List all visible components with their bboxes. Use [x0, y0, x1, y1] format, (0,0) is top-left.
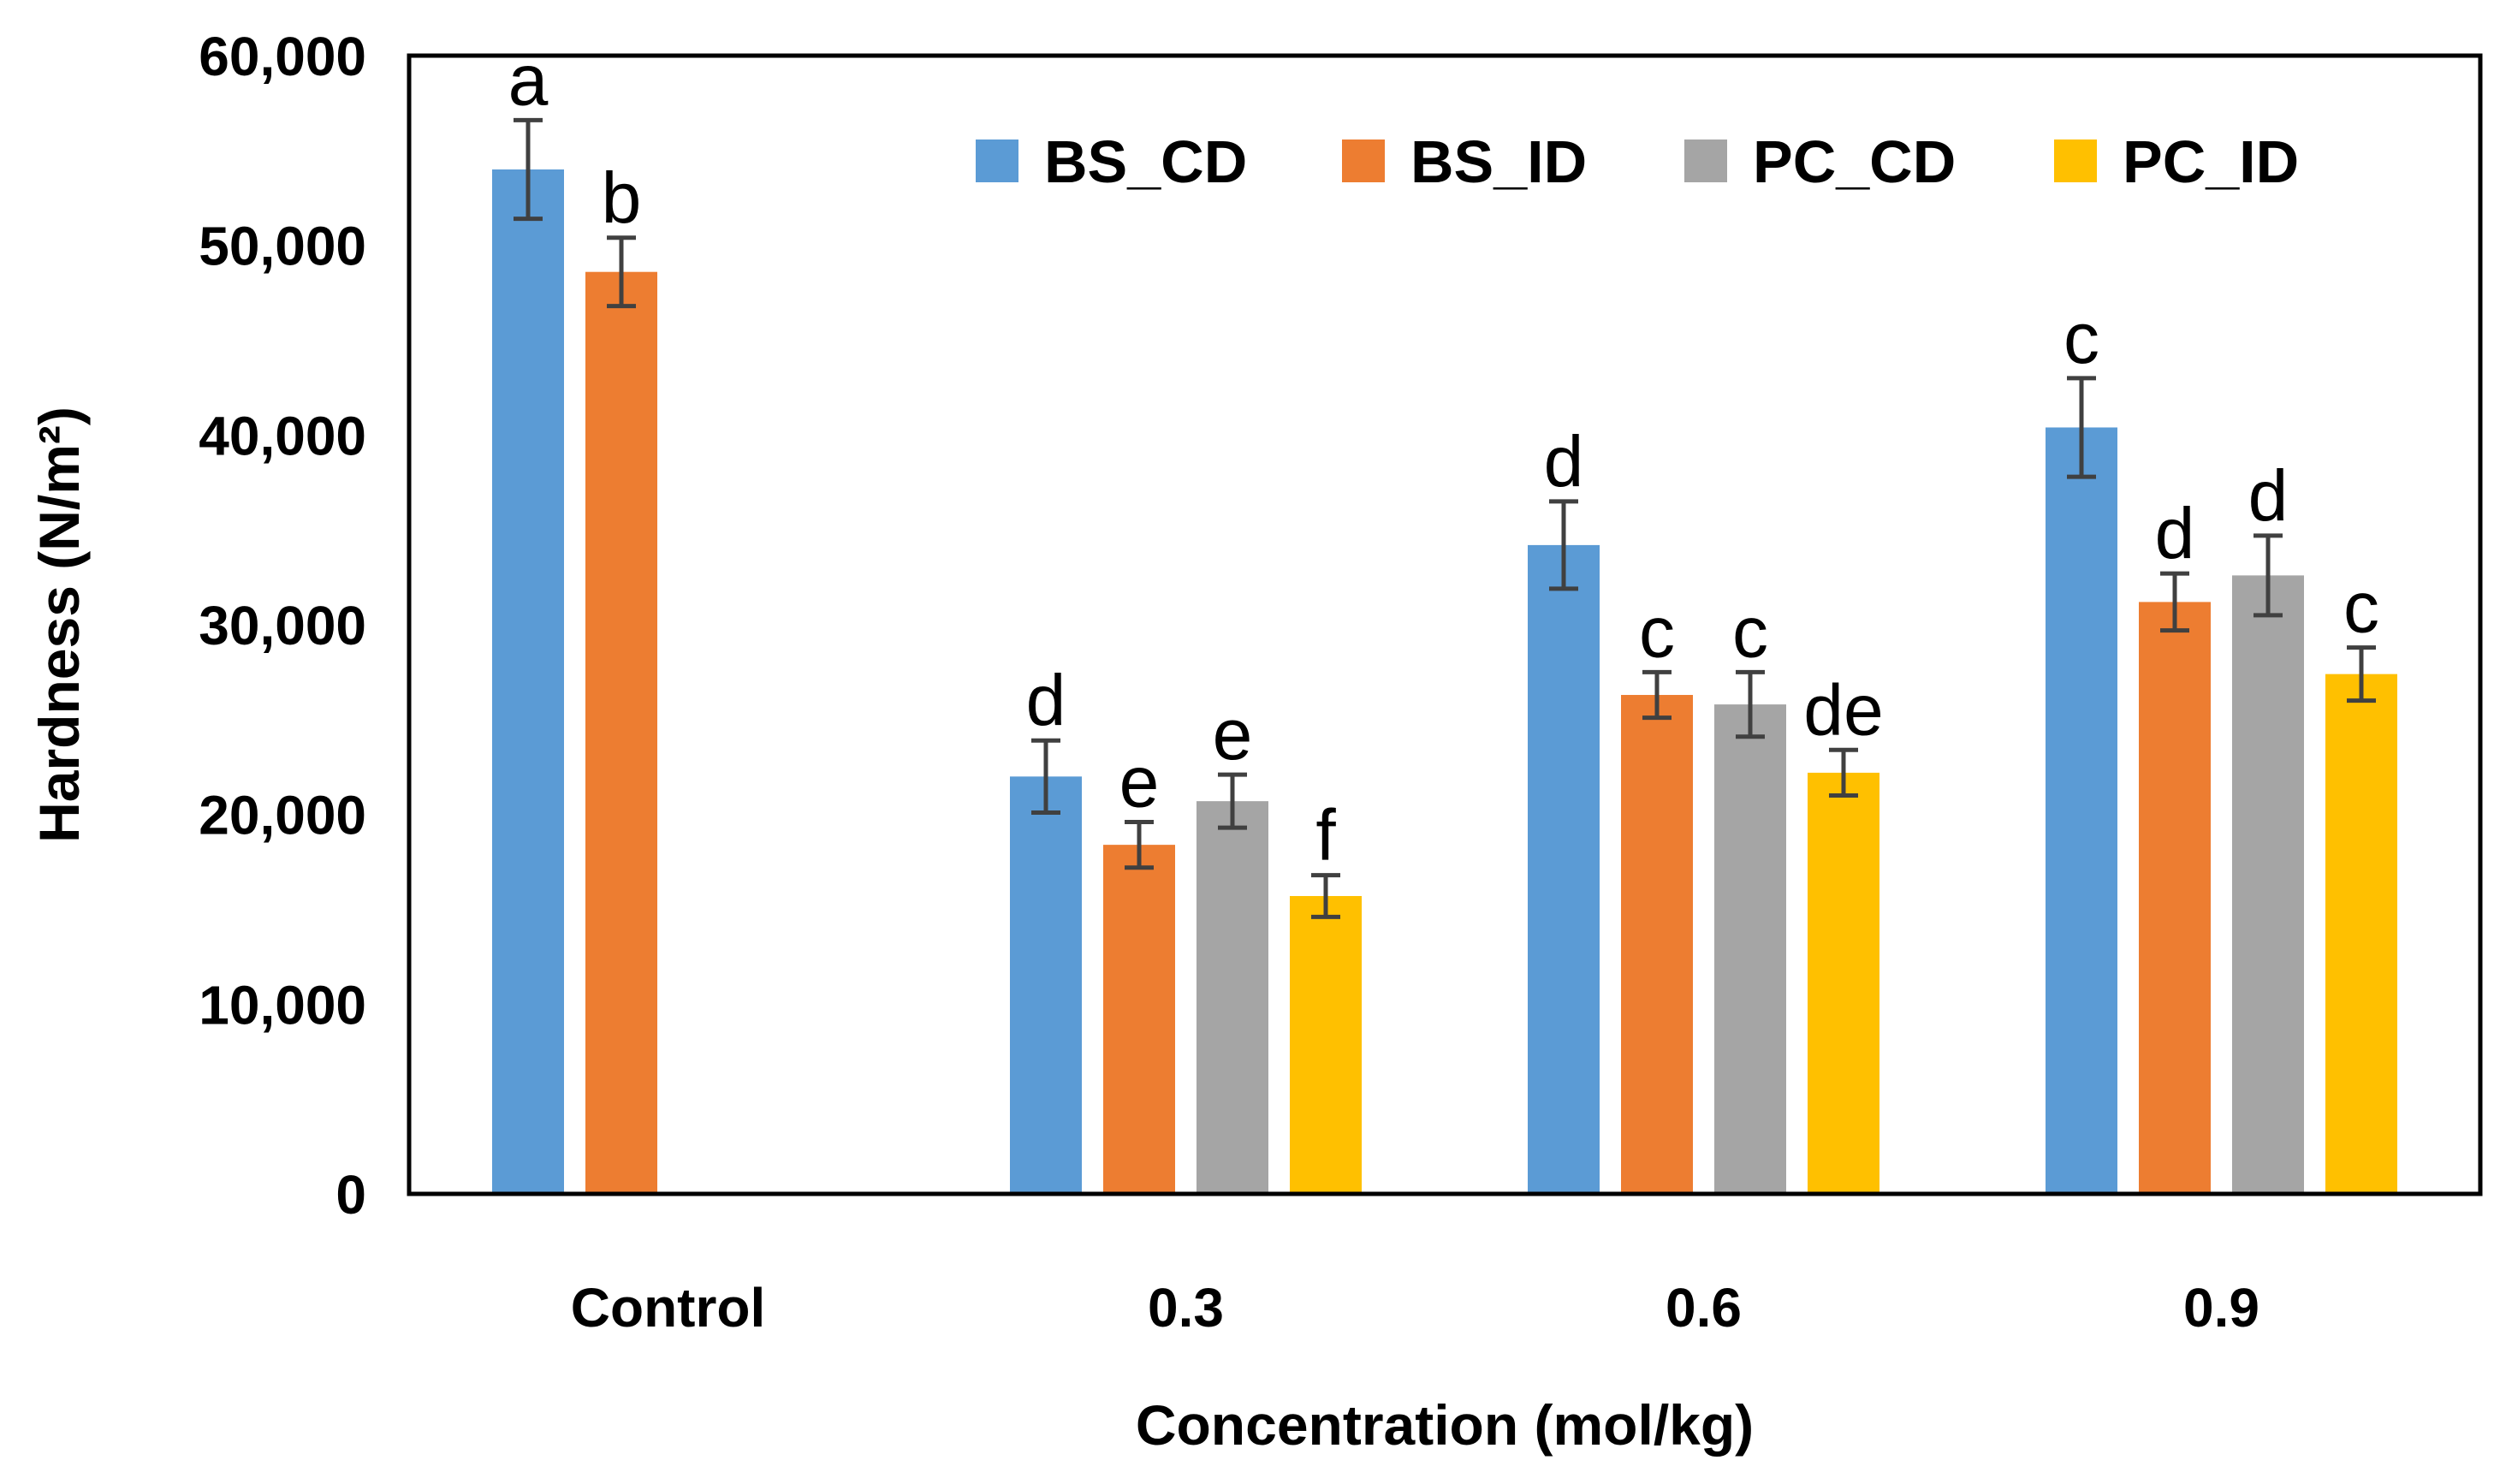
significance-letter: c: [2063, 298, 2099, 378]
significance-letter: d: [1544, 421, 1584, 502]
x-axis-ticks: Control 0.3 0.6 0.9: [571, 1277, 2259, 1339]
y-tick-label: 50,000: [199, 216, 366, 277]
x-tick-label: 0.6: [1666, 1277, 1742, 1339]
significance-letter: f: [1315, 795, 1336, 876]
bars-layer: [492, 169, 2397, 1195]
bar: [492, 169, 564, 1194]
significance-letter: d: [1026, 660, 1066, 740]
bar: [1103, 845, 1175, 1194]
legend-label: PC_CD: [1753, 128, 1956, 195]
bar: [2232, 575, 2304, 1194]
legend-label: BS_CD: [1044, 128, 1247, 195]
bar: [1197, 801, 1268, 1194]
legend-swatch: [2054, 139, 2097, 182]
x-tick-label: 0.3: [1148, 1277, 1224, 1339]
legend-swatch: [1342, 139, 1385, 182]
y-tick-label: 60,000: [199, 26, 366, 87]
significance-letter: e: [1119, 742, 1160, 822]
significance-letter: d: [2248, 455, 2289, 536]
bar: [1621, 695, 1693, 1194]
bar: [2325, 674, 2397, 1194]
bar: [1714, 704, 1786, 1194]
y-axis-ticks: 0 10,000 20,000 30,000 40,000 50,000 60,000: [199, 26, 366, 1226]
bar: [1010, 776, 1082, 1194]
legend-label: BS_ID: [1410, 128, 1587, 195]
significance-letter: a: [508, 39, 549, 120]
significance-letter: b: [602, 157, 642, 238]
legend-swatch: [1684, 139, 1727, 182]
legend-label: PC_ID: [2123, 128, 2299, 195]
significance-letter: c: [1639, 591, 1675, 672]
significance-letter: c: [2343, 567, 2379, 648]
bar: [1290, 895, 1362, 1194]
legend: BS_CD BS_ID PC_CD PC_ID: [976, 128, 2299, 195]
bar: [1528, 544, 1600, 1194]
y-tick-label: 40,000: [199, 405, 366, 466]
y-tick-label: 30,000: [199, 595, 366, 656]
significance-letter: d: [2155, 493, 2195, 573]
plot-area-frame: [407, 53, 2483, 1196]
significance-letter: c: [1732, 591, 1768, 672]
x-tick-label: 0.9: [2183, 1277, 2259, 1339]
legend-swatch: [976, 139, 1018, 182]
bar: [2139, 602, 2211, 1194]
bar: [1808, 772, 1879, 1194]
bar: [585, 271, 657, 1195]
x-axis-title: Concentration (mol/kg): [1136, 1393, 1754, 1457]
significance-letter: de: [1803, 669, 1883, 750]
y-tick-label: 20,000: [199, 785, 366, 846]
significance-letter: e: [1213, 694, 1253, 775]
y-tick-label: 0: [336, 1164, 366, 1226]
y-tick-label: 10,000: [199, 974, 366, 1036]
x-tick-label: Control: [571, 1277, 766, 1339]
error-bars-layer: [514, 117, 2376, 919]
bar: [2046, 427, 2117, 1194]
y-axis-title: Hardness (N/m²): [27, 407, 91, 843]
